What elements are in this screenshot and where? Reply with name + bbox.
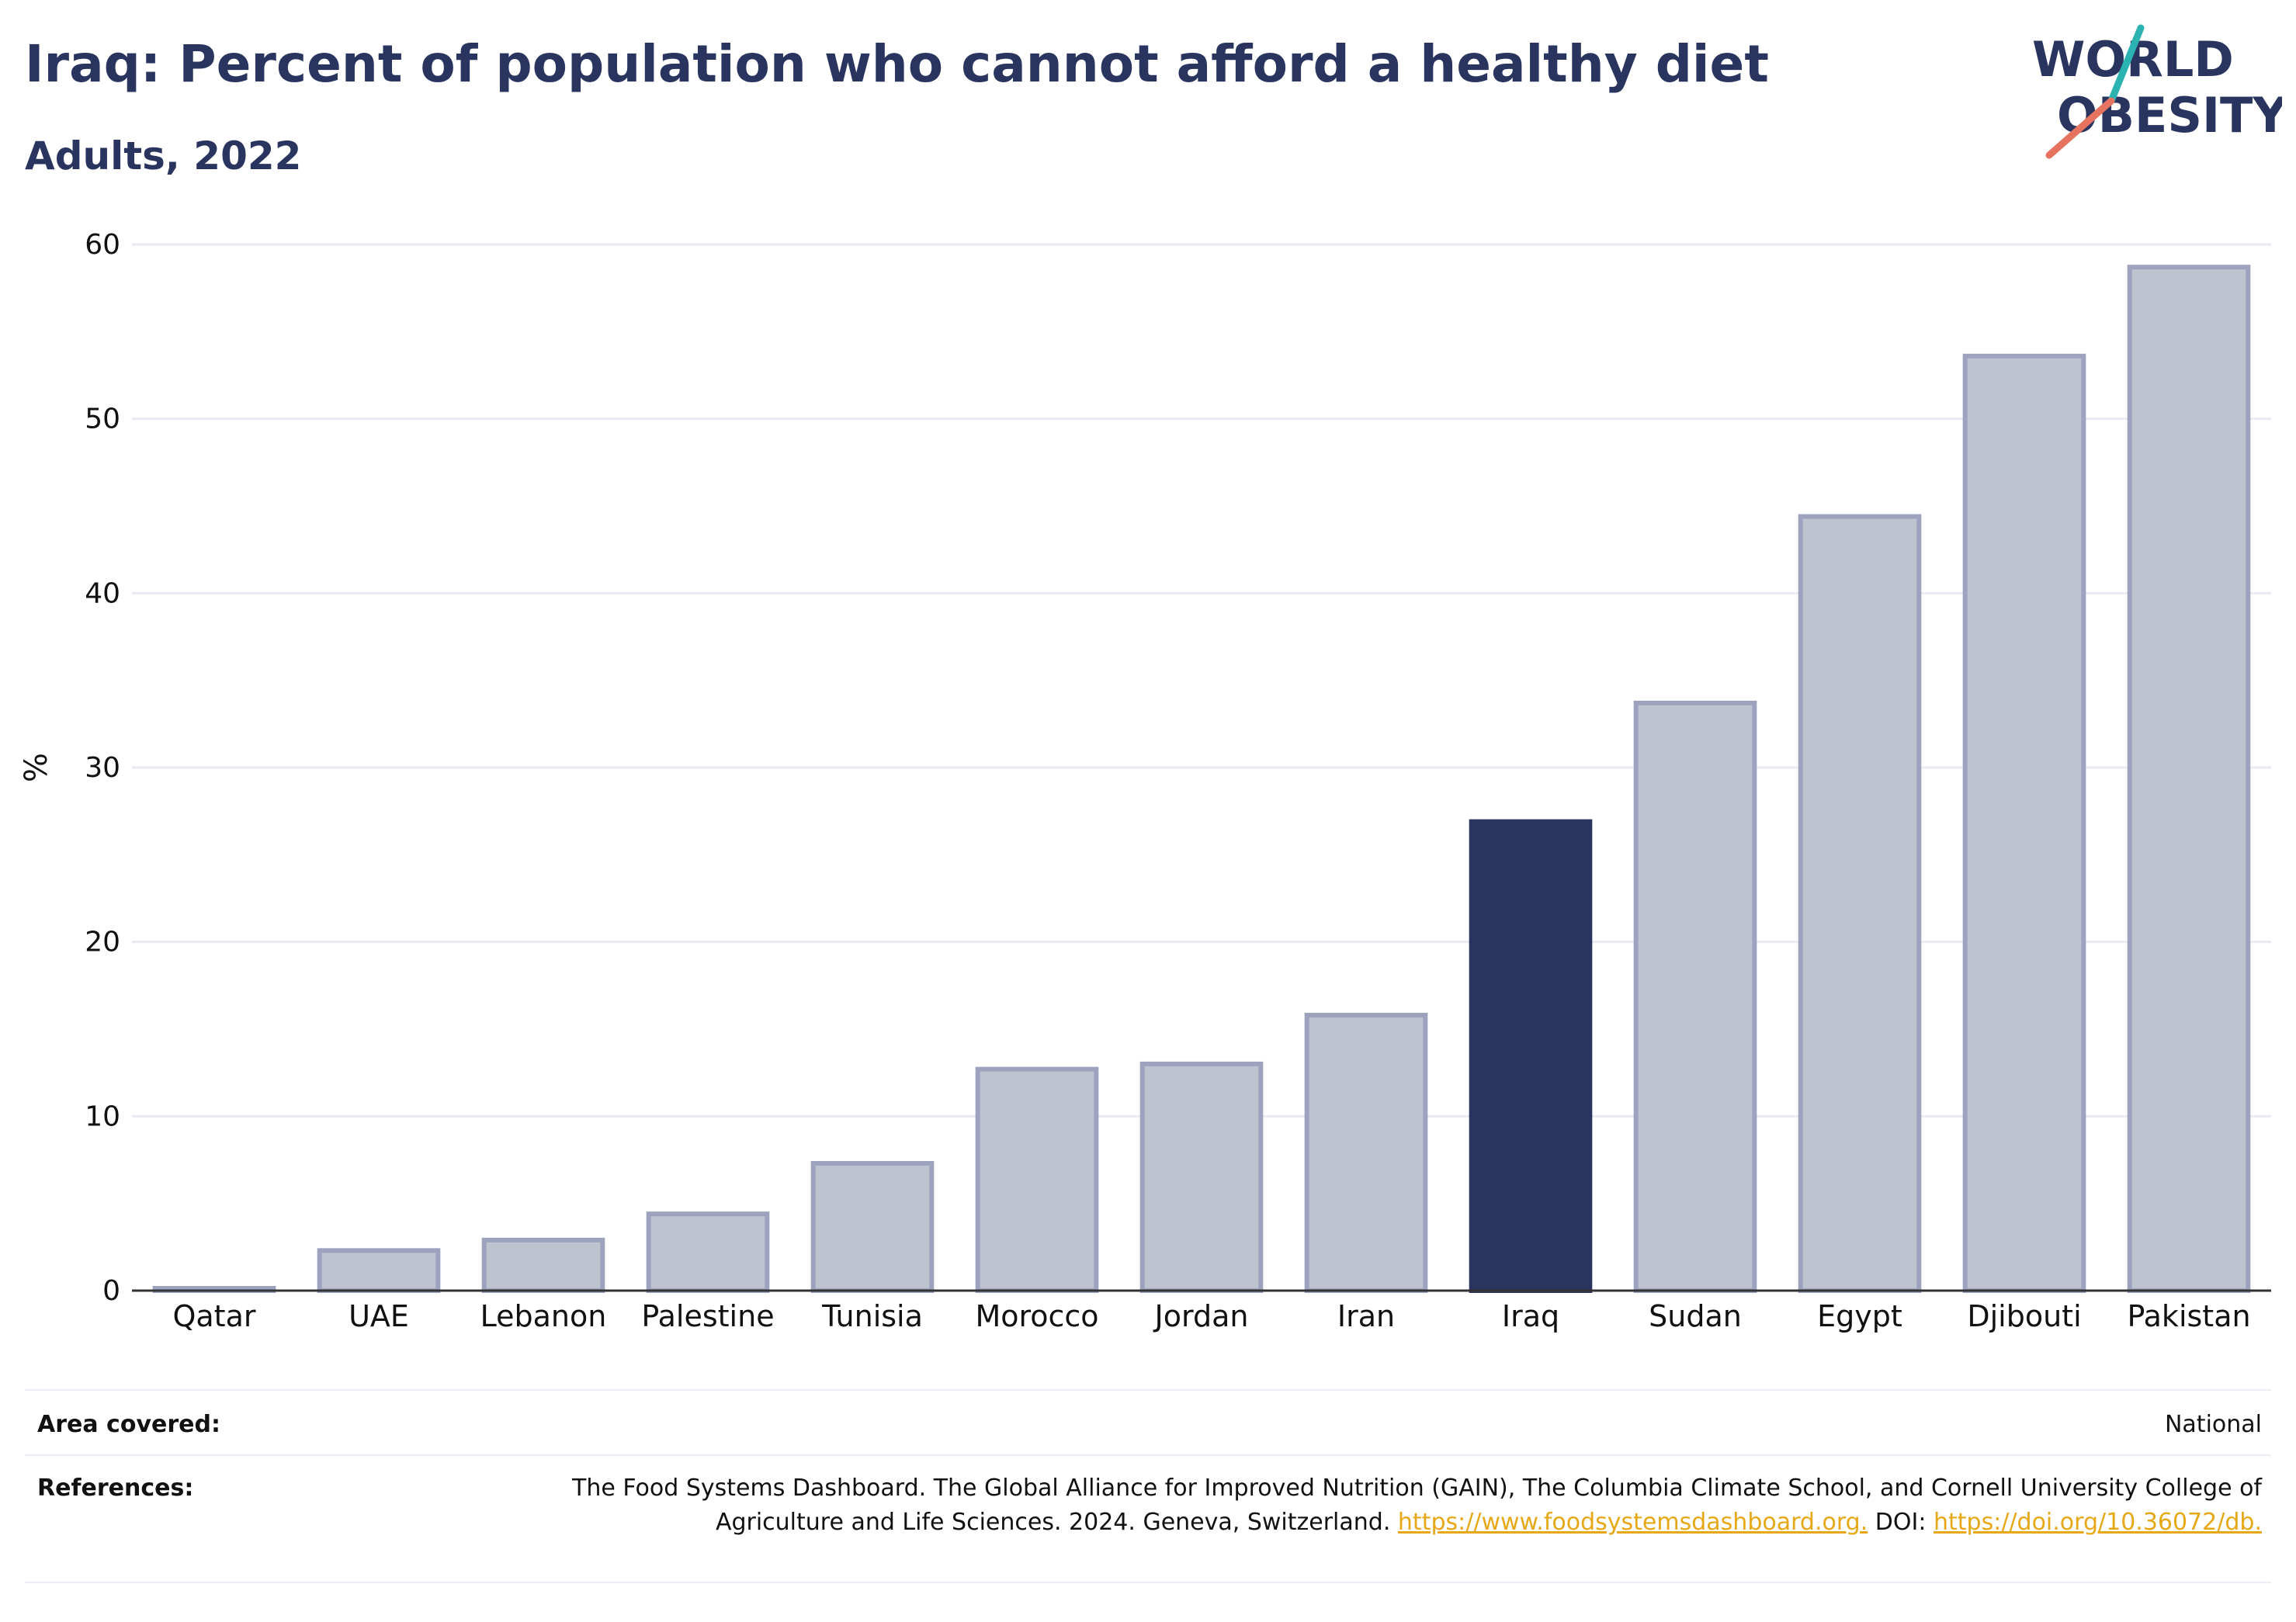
references-label: References:: [37, 1475, 194, 1502]
references-body: The Food Systems Dashboard. The Global A…: [572, 1475, 2262, 1536]
area-covered-value: National: [2164, 1411, 2262, 1438]
x-tick-label: Morocco: [975, 1299, 1098, 1333]
x-tick-label: Iran: [1337, 1299, 1395, 1333]
bar-chart: 0 10 20 30 40 50 60 Qatar UAE Lebanon Palestine Tu…: [19, 229, 2271, 1333]
x-tick-label: Pakistan: [2127, 1299, 2250, 1333]
bar-jordan: [1139, 1061, 1264, 1294]
x-tick-label: Sudan: [1649, 1299, 1742, 1333]
bar-egypt: [1798, 514, 1922, 1293]
bar-iran: [1304, 1013, 1428, 1293]
bar-tunisia: [810, 1160, 935, 1293]
bar-iraq: [1469, 819, 1593, 1293]
bar-sudan: [1633, 700, 1757, 1293]
bar-lebanon: [481, 1237, 605, 1294]
bar-uae: [317, 1248, 441, 1293]
y-tick-label: 50: [85, 404, 120, 435]
footer-divider-top: [25, 1389, 2271, 1391]
footer-divider-bottom: [25, 1582, 2271, 1583]
logo-slash-teal: [2107, 24, 2145, 105]
logo-slash-coral: [2045, 97, 2115, 159]
x-tick-label: Tunisia: [821, 1299, 923, 1333]
y-tick-label: 20: [85, 927, 120, 958]
doi-label: DOI:: [1875, 1509, 1927, 1536]
footer-divider-middle: [25, 1454, 2271, 1456]
y-tick-label: 10: [85, 1100, 120, 1132]
foodsystems-dashboard-link[interactable]: https://www.foodsystemsdashboard.org.: [1397, 1509, 1868, 1536]
x-tick-label: Iraq: [1502, 1299, 1559, 1333]
area-covered-label: Area covered:: [37, 1411, 220, 1438]
x-tick-label: Djibouti: [1967, 1299, 2081, 1333]
bar-morocco: [975, 1066, 1099, 1293]
y-tick-label: 60: [85, 229, 120, 261]
x-tick-label: Jordan: [1153, 1299, 1249, 1333]
doi-link[interactable]: https://doi.org/10.36072/db.: [1934, 1509, 2262, 1536]
y-axis-label: %: [19, 753, 54, 782]
world-obesity-logo: WORLD OBESITY: [2032, 24, 2282, 159]
x-tick-label: Palestine: [641, 1299, 774, 1333]
x-tick-label: UAE: [349, 1299, 409, 1333]
x-tick-label: Qatar: [172, 1299, 255, 1333]
y-tick-label: 40: [85, 577, 120, 609]
x-tick-label: Egypt: [1817, 1299, 1902, 1333]
bar-djibouti: [1962, 353, 2086, 1294]
chart-title: Iraq: Percent of population who cannot a…: [25, 34, 1769, 94]
y-tick-label: 0: [102, 1275, 120, 1307]
x-tick-label: Lebanon: [480, 1299, 607, 1333]
references-text: The Food Systems Dashboard. The Global A…: [477, 1471, 2262, 1540]
y-tick-label: 30: [85, 752, 120, 784]
bar-palestine: [646, 1211, 770, 1293]
bar-pakistan: [2127, 265, 2251, 1293]
chart-subtitle: Adults, 2022: [25, 133, 302, 178]
